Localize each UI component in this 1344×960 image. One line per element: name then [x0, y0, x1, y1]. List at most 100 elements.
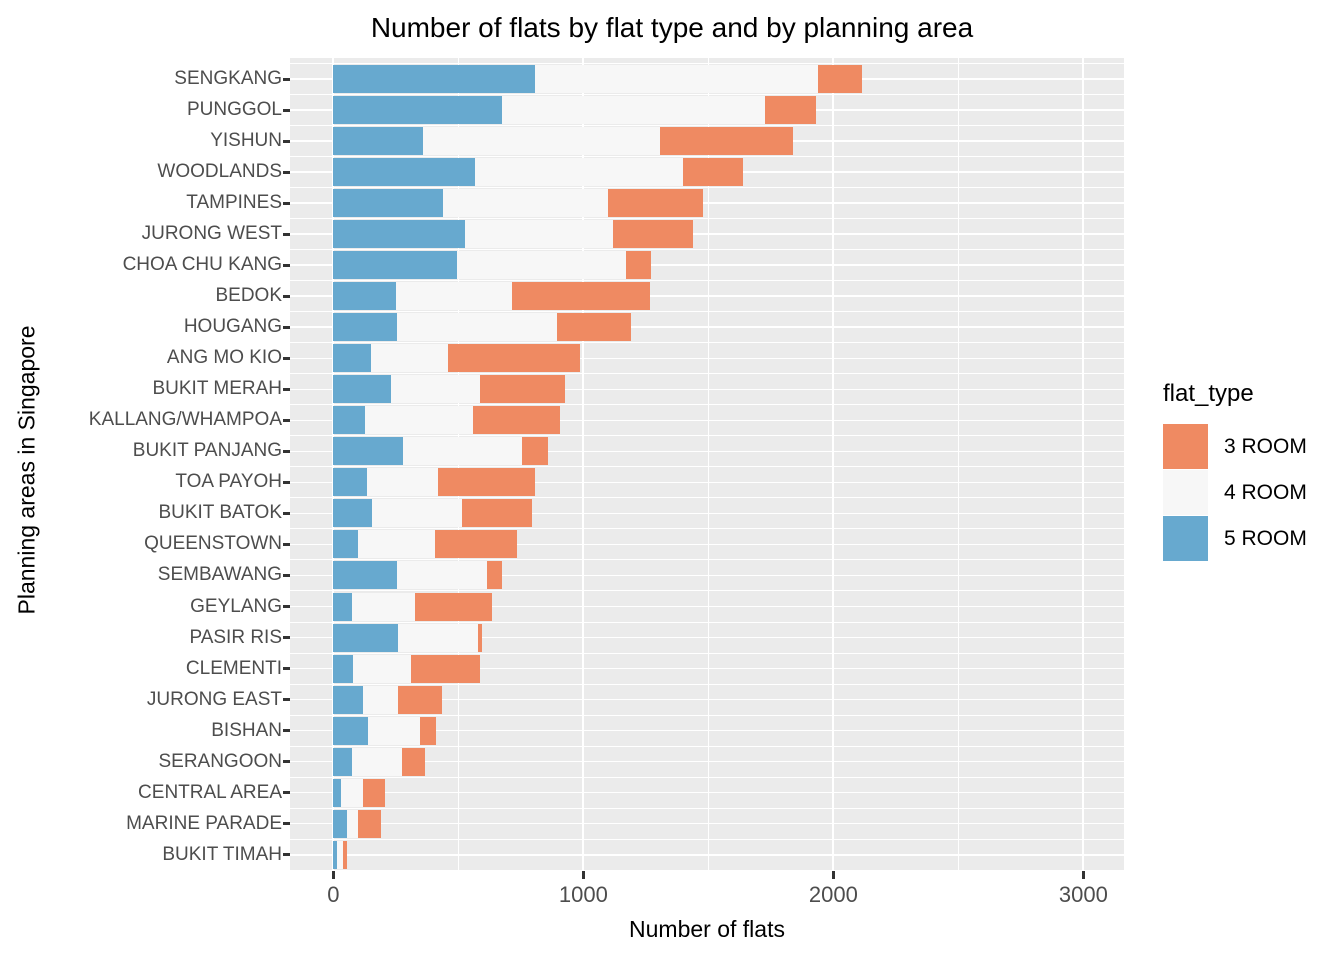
y-axis-tick-mark	[283, 573, 290, 577]
bar-segment-4-room	[363, 685, 399, 714]
gridline-minor-horizontal	[290, 652, 1124, 654]
bar-segment-5-room	[333, 468, 368, 497]
bar-segment-4-room	[337, 840, 344, 869]
gridline-minor-horizontal	[290, 125, 1124, 127]
legend-label: 3 ROOM	[1224, 434, 1307, 458]
y-axis-tick-mark	[283, 449, 290, 453]
bar-segment-5-room	[333, 344, 371, 373]
y-axis-tick-mark	[283, 294, 290, 298]
gridline-major-horizontal	[290, 605, 1124, 608]
y-axis-tick-mark	[283, 667, 290, 671]
bar-row	[333, 623, 483, 652]
bar-segment-4-room	[358, 530, 435, 559]
gridline-minor-vertical	[707, 58, 709, 871]
gridline-major-horizontal	[290, 388, 1124, 391]
y-axis-label: CLEMENTI	[185, 657, 282, 679]
y-axis-label: JURONG WEST	[141, 223, 282, 245]
bar-segment-4-room	[397, 313, 558, 342]
y-axis-tick-mark	[283, 139, 290, 143]
bar-segment-3-room	[625, 251, 651, 280]
gridline-minor-horizontal	[290, 590, 1124, 592]
bar-row	[333, 251, 651, 280]
plot-panel	[290, 58, 1124, 871]
gridline-minor-horizontal	[290, 435, 1124, 437]
bar-segment-4-room	[368, 716, 420, 745]
legend-entry: 3 ROOM	[1163, 424, 1307, 469]
gridline-minor-horizontal	[290, 466, 1124, 468]
gridline-major-horizontal	[290, 574, 1124, 577]
legend-swatch-5-room	[1163, 516, 1208, 561]
bar-segment-5-room	[333, 220, 465, 249]
gridline-major-horizontal	[290, 295, 1124, 297]
y-axis-tick-mark	[283, 356, 290, 360]
y-axis-tick-mark	[283, 418, 290, 422]
y-axis-tick-mark	[283, 791, 290, 795]
gridline-major-horizontal	[290, 822, 1124, 825]
bar-segment-3-room	[557, 313, 631, 342]
bar-segment-4-room	[502, 96, 765, 125]
bar-segment-3-room	[522, 437, 549, 466]
bar-segment-5-room	[333, 685, 364, 714]
bar-segment-4-room	[397, 561, 488, 590]
bar-row	[333, 158, 744, 187]
x-axis-title: Number of flats	[629, 916, 785, 942]
bar-row	[333, 406, 560, 435]
bar-segment-5-room	[333, 499, 373, 528]
bar-row	[333, 189, 704, 218]
bar-segment-5-room	[333, 592, 353, 621]
bar-segment-5-room	[333, 189, 444, 218]
y-axis-label: BUKIT MERAH	[152, 378, 282, 400]
gridline-major-vertical	[582, 58, 585, 871]
bar-row	[333, 313, 631, 342]
bar-segment-3-room	[363, 778, 385, 807]
gridline-major-horizontal	[290, 419, 1124, 422]
gridline-minor-horizontal	[290, 156, 1124, 158]
bar-segment-4-room	[390, 375, 480, 404]
gridline-major-horizontal	[290, 760, 1124, 763]
gridline-major-vertical	[1082, 58, 1085, 871]
bar-row	[333, 592, 493, 621]
y-axis-tick-mark	[283, 77, 290, 81]
bar-row	[333, 840, 348, 869]
y-axis-label: TAMPINES	[186, 192, 282, 214]
gridline-major-horizontal	[290, 481, 1124, 484]
y-axis-label: ANG MO KIO	[166, 347, 282, 369]
y-axis-label: SENGKANG	[174, 68, 282, 89]
y-axis-label: JURONG EAST	[146, 688, 282, 710]
bar-row	[333, 499, 533, 528]
gridline-minor-horizontal	[290, 528, 1124, 530]
bar-segment-4-room	[474, 158, 684, 187]
bar-segment-5-room	[333, 716, 369, 745]
gridline-minor-horizontal	[290, 280, 1124, 282]
gridline-major-horizontal	[290, 233, 1124, 235]
bar-segment-3-room	[410, 654, 480, 683]
y-axis-tick-mark	[283, 108, 290, 112]
y-axis-tick-mark	[283, 760, 290, 764]
bar-row	[333, 344, 580, 373]
bar-segment-3-room	[512, 282, 650, 311]
bar-row	[333, 561, 503, 590]
bar-segment-5-room	[333, 654, 354, 683]
bar-segment-3-room	[659, 127, 794, 156]
bar-segment-5-room	[333, 251, 458, 280]
gridline-minor-horizontal	[290, 311, 1124, 313]
bar-row	[333, 468, 535, 497]
bar-row	[333, 809, 381, 838]
bar-row	[333, 747, 425, 776]
gridline-major-horizontal	[290, 636, 1124, 639]
x-axis-tick-label: 3000	[1058, 882, 1108, 907]
y-axis-label: CENTRAL AREA	[138, 781, 282, 803]
y-axis-tick-mark	[283, 511, 290, 515]
bar-segment-5-room	[333, 809, 348, 838]
y-axis-tick-mark	[283, 325, 290, 329]
y-axis-label: TOA PAYOH	[175, 471, 282, 493]
bar-row	[333, 127, 794, 156]
y-axis-label: GEYLANG	[190, 595, 282, 617]
bar-segment-4-room	[352, 592, 415, 621]
legend-entry: 4 ROOM	[1163, 470, 1307, 515]
bar-segment-3-room	[438, 468, 535, 497]
y-axis-tick-mark	[283, 232, 290, 236]
y-axis-label: CHOA CHU KANG	[122, 254, 282, 276]
y-axis-label: QUEENSTOWN	[144, 533, 282, 555]
